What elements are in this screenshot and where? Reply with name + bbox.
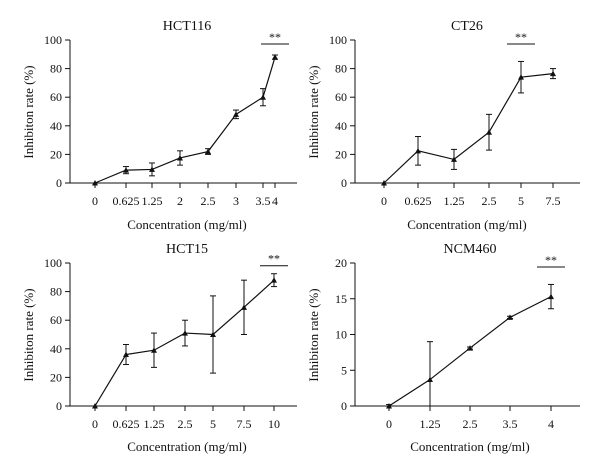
y-tick-label: 40 xyxy=(335,119,347,133)
y-tick-label: 0 xyxy=(56,176,62,190)
y-tick-label: 0 xyxy=(56,399,62,413)
x-tick-label: 2 xyxy=(177,194,183,208)
y-tick-label: 20 xyxy=(335,256,347,270)
data-point xyxy=(548,293,554,300)
y-tick-label: 15 xyxy=(335,292,347,306)
data-point xyxy=(381,180,387,186)
y-tick-label: 100 xyxy=(44,33,62,47)
data-point xyxy=(149,166,155,172)
y-tick-label: 10 xyxy=(335,328,347,342)
x-axis-label: Concentration (mg/ml) xyxy=(127,217,247,232)
x-tick-label: 1.25 xyxy=(444,194,465,208)
data-point xyxy=(415,147,421,154)
data-point xyxy=(467,345,473,351)
x-tick-label: 1.25 xyxy=(420,417,441,431)
x-tick-label: 1.25 xyxy=(144,417,165,431)
y-tick-label: 100 xyxy=(44,256,62,270)
y-axis-label: Inhibiton rate (%) xyxy=(21,65,36,158)
x-tick-label: 3.5 xyxy=(503,417,518,431)
data-point xyxy=(92,180,98,186)
data-point xyxy=(427,376,433,383)
chart-title: CT26 xyxy=(451,19,483,34)
x-tick-label: 0 xyxy=(92,194,98,208)
y-axis-label: Inhibiton rate (%) xyxy=(21,288,36,381)
y-tick-label: 60 xyxy=(50,313,62,327)
x-tick-label: 1.25 xyxy=(142,194,163,208)
panel-ct26: CT26 Inhibiton rate (%) Concentration (m… xyxy=(306,19,580,232)
data-point xyxy=(386,403,392,409)
chart-title: HCT15 xyxy=(166,242,208,257)
x-tick-label: 0.625 xyxy=(113,194,140,208)
y-tick-label: 20 xyxy=(50,370,62,384)
y-tick-label: 100 xyxy=(329,33,347,47)
significance-label: ** xyxy=(515,30,527,44)
data-point xyxy=(486,129,492,135)
data-point xyxy=(451,156,457,162)
data-point xyxy=(260,94,266,100)
x-axis-label: Concentration (mg/ml) xyxy=(410,439,530,454)
data-point xyxy=(518,74,524,80)
y-tick-label: 40 xyxy=(50,342,62,356)
data-point xyxy=(210,331,216,337)
series-line xyxy=(94,56,276,184)
x-tick-label: 3.5 xyxy=(256,194,271,208)
x-tick-label: 2.5 xyxy=(463,417,478,431)
significance-label: ** xyxy=(545,253,557,267)
y-tick-label: 60 xyxy=(50,90,62,104)
data-point xyxy=(123,351,129,358)
data-point xyxy=(550,70,556,77)
data-point xyxy=(272,54,278,60)
y-tick-label: 60 xyxy=(335,90,347,104)
y-tick-label: 40 xyxy=(50,119,62,133)
series-line xyxy=(383,73,554,184)
panel-hct116: HCT116 Inhibiton rate (%) Concentration … xyxy=(21,19,297,232)
significance-label: ** xyxy=(269,30,281,44)
x-tick-label: 2.5 xyxy=(482,194,497,208)
data-point xyxy=(241,304,247,310)
x-tick-label: 4 xyxy=(272,194,278,208)
x-tick-label: 0 xyxy=(92,417,98,431)
data-point xyxy=(205,148,211,155)
x-tick-label: 3 xyxy=(233,194,239,208)
y-tick-label: 80 xyxy=(335,62,347,76)
data-point xyxy=(123,167,129,173)
panel-hct15: HCT15 Inhibiton rate (%) Concentration (… xyxy=(21,242,297,454)
data-point xyxy=(92,403,98,409)
data-point xyxy=(177,154,183,161)
y-tick-label: 80 xyxy=(50,62,62,76)
data-point xyxy=(507,314,513,320)
x-tick-label: 2.5 xyxy=(201,194,216,208)
y-tick-label: 0 xyxy=(341,176,347,190)
y-tick-label: 0 xyxy=(341,399,347,413)
panel-ncm460: NCM460 Inhibiton rate (%) Concentration … xyxy=(306,242,580,454)
data-point xyxy=(182,330,188,336)
x-tick-label: 0 xyxy=(386,417,392,431)
y-tick-label: 5 xyxy=(341,363,347,377)
chart-title: HCT116 xyxy=(163,19,211,34)
y-axis-label: Inhibiton rate (%) xyxy=(306,288,321,381)
x-axis-label: Concentration (mg/ml) xyxy=(127,439,247,454)
x-axis-label: Concentration (mg/ml) xyxy=(407,217,527,232)
x-tick-label: 0.625 xyxy=(405,194,432,208)
y-axis-label: Inhibiton rate (%) xyxy=(306,65,321,158)
y-tick-label: 80 xyxy=(50,285,62,299)
x-tick-label: 5 xyxy=(210,417,216,431)
x-tick-label: 5 xyxy=(518,194,524,208)
significance-label: ** xyxy=(268,252,280,266)
y-tick-label: 20 xyxy=(335,147,347,161)
y-tick-label: 20 xyxy=(50,147,62,161)
data-point xyxy=(151,347,157,353)
data-point xyxy=(233,111,239,117)
x-tick-label: 4 xyxy=(548,417,554,431)
chart-title: NCM460 xyxy=(444,242,497,257)
x-tick-label: 7.5 xyxy=(546,194,561,208)
x-tick-label: 2.5 xyxy=(178,417,193,431)
x-tick-label: 10 xyxy=(268,417,280,431)
x-tick-label: 7.5 xyxy=(237,417,252,431)
x-tick-label: 0 xyxy=(381,194,387,208)
x-tick-label: 0.625 xyxy=(113,417,140,431)
data-point xyxy=(271,277,277,283)
